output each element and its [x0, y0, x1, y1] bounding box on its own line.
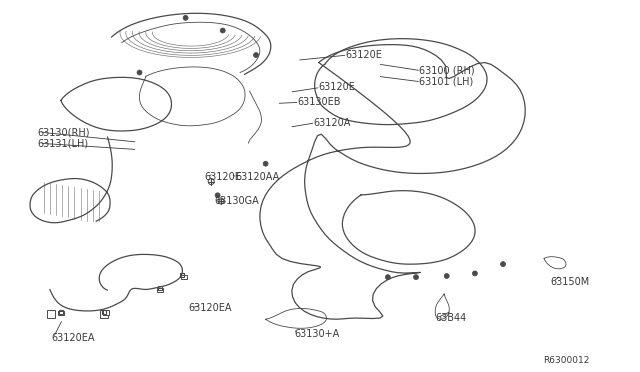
Bar: [47, 310, 55, 318]
Text: 63120EA: 63120EA: [51, 333, 95, 343]
Text: 63120AA: 63120AA: [236, 172, 280, 182]
Circle shape: [220, 28, 225, 33]
Text: 63B44: 63B44: [435, 313, 467, 323]
Text: 63100 (RH): 63100 (RH): [419, 66, 475, 76]
Circle shape: [183, 15, 188, 20]
Text: 63130GA: 63130GA: [214, 196, 259, 206]
Text: 63130EB: 63130EB: [298, 97, 341, 107]
Text: 63101 (LH): 63101 (LH): [419, 77, 474, 87]
Bar: [181, 275, 188, 279]
Bar: [157, 288, 163, 292]
Circle shape: [215, 193, 220, 198]
Bar: [58, 311, 64, 315]
Circle shape: [500, 262, 506, 267]
Text: 63120E: 63120E: [346, 50, 383, 60]
Circle shape: [385, 275, 390, 280]
Text: 63120EA: 63120EA: [189, 303, 232, 313]
Circle shape: [413, 275, 419, 280]
Text: 63131(LH): 63131(LH): [37, 138, 88, 148]
Bar: [102, 310, 109, 315]
Circle shape: [472, 271, 477, 276]
Text: 63130+A: 63130+A: [294, 329, 340, 339]
Circle shape: [444, 273, 449, 279]
Circle shape: [137, 70, 142, 75]
Text: 63120A: 63120A: [314, 118, 351, 128]
Text: 63130(RH): 63130(RH): [37, 127, 90, 137]
Bar: [100, 310, 108, 318]
Text: 63120E: 63120E: [205, 172, 242, 182]
Text: 63150M: 63150M: [550, 277, 589, 287]
Text: 63120E: 63120E: [319, 83, 356, 92]
Circle shape: [253, 52, 259, 58]
Circle shape: [263, 161, 268, 166]
Text: R6300012: R6300012: [543, 356, 589, 365]
